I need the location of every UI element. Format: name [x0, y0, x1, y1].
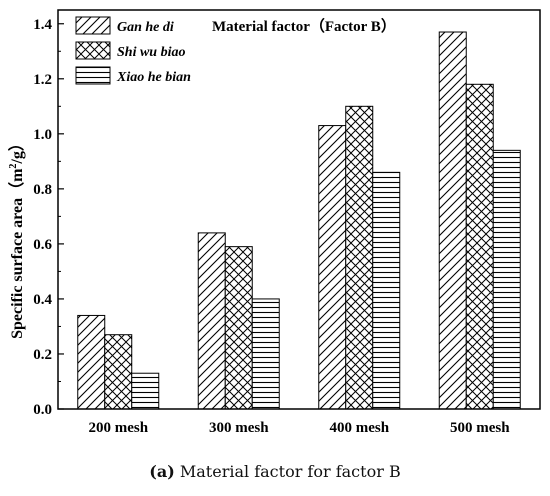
bar-shi-wu-biao-200-mesh [105, 335, 132, 409]
legend-swatch-shi-wu-biao [76, 42, 110, 59]
bar-gan-he-di-200-mesh [78, 315, 105, 409]
caption-text: Material factor for factor B [175, 462, 401, 481]
figure-caption: (a) Material factor for factor B [0, 462, 550, 481]
legend-label-xiao-he-bian: Xiao he bian [116, 70, 191, 85]
y-axis-label-main: Specific surface area（m [8, 168, 26, 339]
y-tick-label: 0.4 [33, 292, 52, 308]
bars [78, 32, 521, 409]
bar-shi-wu-biao-400-mesh [346, 106, 373, 409]
y-tick-label: 0.6 [33, 237, 52, 253]
y-tick-label: 0.2 [33, 347, 52, 363]
legend-swatch-xiao-he-bian [76, 67, 110, 84]
chart-title: Material factor（Factor B） [212, 17, 396, 35]
bar-xiao-he-bian-400-mesh [373, 172, 400, 409]
x-axis-categories: 200 mesh 300 mesh 400 mesh 500 mesh [88, 420, 510, 436]
y-axis-label-tail: /g） [8, 135, 26, 164]
y-axis-label: Specific surface area（m2/g） [8, 135, 26, 339]
y-axis-ticks: 0.0 0.2 0.4 0.6 0.8 1.0 1.2 1.4 [33, 17, 64, 418]
bar-gan-he-di-400-mesh [319, 126, 346, 409]
x-category-label: 400 mesh [329, 420, 389, 436]
y-tick-label: 1.4 [33, 17, 52, 33]
bar-shi-wu-biao-300-mesh [225, 247, 252, 409]
bar-xiao-he-bian-500-mesh [493, 150, 520, 409]
y-tick-label: 1.0 [33, 127, 52, 143]
legend-label-gan-he-di: Gan he di [117, 20, 174, 35]
x-category-label: 500 mesh [450, 420, 510, 436]
x-category-label: 300 mesh [209, 420, 269, 436]
y-tick-label: 0.0 [33, 402, 52, 418]
bar-xiao-he-bian-200-mesh [132, 373, 159, 409]
legend-label-shi-wu-biao: Shi wu biao [117, 45, 185, 60]
legend-swatch-gan-he-di [76, 17, 110, 34]
caption-label: (a) [149, 462, 175, 481]
y-tick-label: 0.8 [33, 182, 52, 198]
legend: Gan he di Shi wu biao Xiao he bian [76, 17, 191, 85]
x-category-label: 200 mesh [88, 420, 148, 436]
y-tick-label: 1.2 [33, 72, 52, 88]
bar-gan-he-di-500-mesh [439, 32, 466, 409]
bar-gan-he-di-300-mesh [198, 233, 225, 409]
bar-xiao-he-bian-300-mesh [252, 299, 279, 409]
bar-shi-wu-biao-500-mesh [466, 84, 493, 409]
